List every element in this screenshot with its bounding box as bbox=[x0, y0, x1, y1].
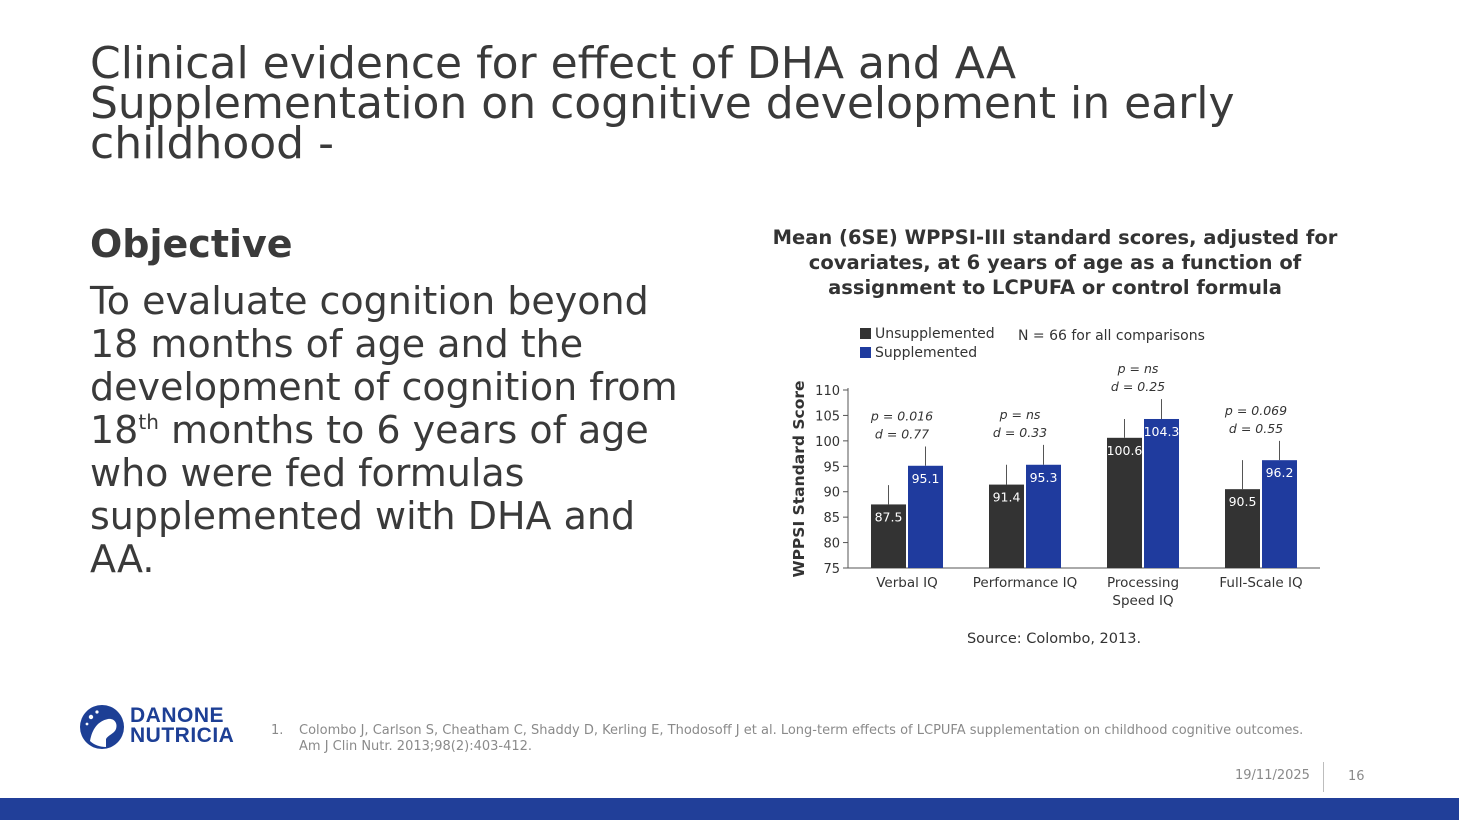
y-tick-label: 110 bbox=[815, 384, 840, 399]
bar-supplemented bbox=[1144, 418, 1179, 568]
footer-date: 19/11/2025 bbox=[1235, 768, 1310, 783]
y-tick-label: 90 bbox=[823, 486, 840, 501]
legend-swatch bbox=[860, 347, 871, 358]
y-tick-label: 100 bbox=[815, 435, 840, 450]
x-category-label: Speed IQ bbox=[1112, 593, 1173, 609]
title-line: Clinical evidence for effect of DHA and … bbox=[90, 38, 1017, 89]
page-number: 16 bbox=[1348, 769, 1365, 784]
x-category-label: Verbal IQ bbox=[876, 575, 938, 591]
y-tick-label: 75 bbox=[823, 562, 840, 577]
bar-supplemented bbox=[1026, 464, 1061, 568]
slide-title: Clinical evidence for effect of DHA and … bbox=[90, 38, 1340, 169]
p-value-label: p = ns bbox=[999, 407, 1041, 422]
effect-size-label: d = 0.77 bbox=[875, 426, 929, 441]
title-line: childhood - bbox=[90, 118, 334, 169]
chart-title-line: Mean (6SE) WPPSI-III standard scores, ad… bbox=[772, 226, 1338, 249]
legend-label: Supplemented bbox=[875, 345, 977, 361]
objective-superscript: th bbox=[138, 410, 159, 434]
objective-line: supplemented with DHA and bbox=[90, 494, 636, 538]
effect-size-label: d = 0.25 bbox=[1111, 379, 1165, 394]
effect-size-label: d = 0.33 bbox=[993, 425, 1047, 440]
danone-nutricia-logo: DANONE NUTRICIA bbox=[78, 703, 253, 753]
bar-value-label: 95.1 bbox=[912, 471, 940, 486]
x-category-label: Full-Scale IQ bbox=[1219, 575, 1302, 591]
logo-line: DANONE bbox=[130, 704, 225, 727]
p-value-label: p = 0.016 bbox=[870, 408, 933, 423]
y-axis-title: WPPSI Standard Score bbox=[790, 380, 808, 577]
logo-line: NUTRICIA bbox=[130, 724, 235, 747]
y-tick-label: 85 bbox=[823, 511, 840, 526]
wppsi-bar-chart: Unsupplemented Supplemented N = 66 for all… bbox=[780, 318, 1340, 618]
objective-line: To evaluate cognition beyond bbox=[90, 279, 649, 323]
objective-line: 18th months to 6 years of age bbox=[90, 409, 730, 452]
bar-unsupplemented bbox=[1107, 437, 1142, 568]
chart-title-line: assignment to LCPUFA or control formula bbox=[828, 276, 1282, 299]
title-line: Supplementation on cognitive development… bbox=[90, 78, 1235, 129]
y-tick-label: 105 bbox=[815, 409, 840, 424]
bar-unsupplemented bbox=[989, 484, 1024, 568]
objective-line: development of cognition from bbox=[90, 365, 678, 409]
footer-divider bbox=[1323, 762, 1324, 792]
bar-unsupplemented bbox=[1225, 489, 1260, 568]
x-category-label: Processing bbox=[1107, 575, 1179, 591]
source-note: Source: Colombo, 2013. bbox=[966, 631, 1142, 647]
p-value-label: p = ns bbox=[1117, 361, 1159, 376]
bar-value-label: 95.3 bbox=[1030, 470, 1058, 485]
objective-line-rest: months to 6 years of age bbox=[158, 408, 649, 452]
chart-canvas: Unsupplemented Supplemented N = 66 for all… bbox=[790, 326, 1320, 609]
bar-value-label: 90.5 bbox=[1229, 494, 1257, 509]
x-category-label: Performance IQ bbox=[973, 575, 1077, 591]
bar-value-label: 96.2 bbox=[1266, 465, 1294, 480]
chart-title: Mean (6SE) WPPSI-III standard scores, ad… bbox=[740, 225, 1370, 300]
bar-value-label: 87.5 bbox=[875, 509, 903, 524]
bar-supplemented bbox=[908, 465, 943, 568]
bar-value-label: 100.6 bbox=[1107, 443, 1143, 458]
objective-line: who were fed formulas bbox=[90, 451, 525, 495]
objective-text: To evaluate cognition beyond 18 months o… bbox=[90, 280, 730, 581]
legend-swatch bbox=[860, 328, 871, 339]
bar-supplemented bbox=[1262, 460, 1297, 568]
y-tick-label: 80 bbox=[823, 537, 840, 552]
legend-label: Unsupplemented bbox=[875, 326, 995, 342]
logo-wordmark: DANONE NUTRICIA bbox=[130, 704, 235, 747]
bottom-accent-bar bbox=[0, 798, 1459, 820]
reference-citation: Colombo J, Carlson S, Cheatham C, Shaddy… bbox=[299, 723, 1304, 754]
objective-heading: Objective bbox=[90, 222, 293, 266]
y-tick-label: 95 bbox=[823, 460, 840, 475]
objective-line-number: 18 bbox=[90, 408, 139, 452]
reference-number: 1. bbox=[271, 723, 284, 738]
logo-emblem-icon bbox=[80, 705, 124, 749]
bar-value-label: 91.4 bbox=[993, 490, 1021, 505]
p-value-label: p = 0.069 bbox=[1224, 403, 1287, 418]
chart-title-line: covariates, at 6 years of age as a funct… bbox=[808, 251, 1302, 274]
objective-line: 18 months of age and the bbox=[90, 322, 584, 366]
bar-value-label: 104.3 bbox=[1144, 424, 1180, 439]
objective-line: AA. bbox=[90, 537, 155, 581]
bar-unsupplemented bbox=[871, 504, 906, 568]
effect-size-label: d = 0.55 bbox=[1229, 421, 1283, 436]
chart-note: N = 66 for all comparisons bbox=[1018, 328, 1205, 344]
